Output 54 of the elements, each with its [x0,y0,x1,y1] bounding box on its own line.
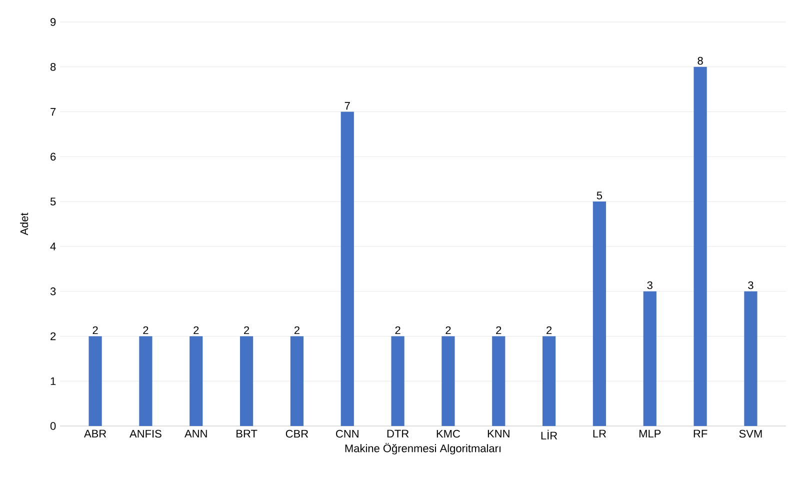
data-label: 3 [647,281,652,290]
y-tick-label: 9 [50,18,56,26]
x-tick-label: ANN [184,430,207,438]
bar [240,336,254,426]
data-label: 2 [143,326,148,334]
x-tick-label: LR [593,430,606,438]
bar [340,112,354,426]
y-tick-label: 6 [50,152,56,161]
bar [290,336,304,426]
data-label: 2 [546,326,552,334]
y-tick-label: 1 [50,377,56,385]
x-tick-label: ABR [84,430,106,438]
bar [442,336,455,426]
bar [492,336,506,426]
data-label: 2 [294,326,300,334]
x-tick-label: DTR [387,430,409,438]
bar [744,291,758,426]
y-tick-label: 8 [50,62,56,71]
bar [190,336,203,426]
x-tick-label: SVM [739,430,762,438]
x-tick-label: ANFIS [130,430,162,438]
data-label: 2 [395,326,400,334]
bar [391,336,404,426]
y-tick-label: 5 [50,198,56,206]
y-axis-title: Adet [20,212,28,236]
x-tick-label: KNN [488,430,510,438]
data-label: 2 [92,326,98,334]
data-label: 3 [748,281,754,290]
data-label: 2 [194,326,199,334]
data-label: 8 [698,56,703,65]
y-tick-label: 3 [50,287,56,296]
y-tick-label: 2 [50,332,56,340]
x-tick-label: CNN [336,430,358,438]
bar [139,336,152,426]
bar [542,336,556,426]
x-tick-label: LİR [541,430,558,440]
y-tick-label: 4 [50,242,56,250]
bar [592,202,606,426]
x-tick-label: KMC [436,430,460,438]
data-label: 2 [244,326,250,334]
bar [88,336,102,426]
bar [643,291,656,426]
data-label: 2 [446,326,451,334]
x-tick-label: BRT [236,430,258,438]
y-tick-label: 0 [50,422,56,430]
x-tick-label: CBR [286,430,308,438]
y-tick-label: 7 [50,108,56,116]
x-tick-label: MLP [639,430,661,438]
data-label: 5 [596,192,602,200]
data-label: 2 [496,326,502,334]
data-label: 7 [344,102,350,110]
x-axis-title: Makine Öğrenmesi Algoritmaları [345,442,500,454]
bar [694,66,707,426]
x-tick-label: RF [694,430,708,438]
